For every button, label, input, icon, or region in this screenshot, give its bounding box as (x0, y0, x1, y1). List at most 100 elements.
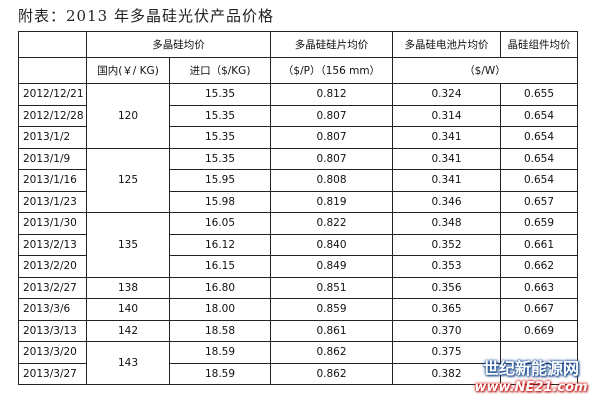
table-row: 2013/1/9 125 15.35 0.807 0.341 0.654 (18, 147, 578, 213)
module-price-cell: 0.663 (500, 276, 578, 299)
header-empty-cell (18, 57, 87, 84)
cell-price-cell: 0.356 (392, 276, 501, 299)
import-price-cell: 18.00 (169, 298, 271, 321)
date-cell: 2013/3/13 (18, 319, 87, 342)
date-cell: 2013/3/27 (18, 362, 87, 385)
module-price-cell: 0.661 (500, 233, 578, 256)
table-header-row-2: 国内(￥/ KG) 进口（$/KG) （$/P）（156 mm） （$/W） (18, 57, 578, 84)
date-cell: 2013/1/9 (18, 147, 87, 170)
module-price-cell: 0.654 (500, 104, 578, 127)
watermark-site-name: 世纪新能源网 (482, 359, 579, 378)
import-price-cell: 15.95 (169, 169, 271, 192)
wafer-price-cell: 0.807 (270, 104, 393, 127)
header-domestic-unit: 国内(￥/ KG) (86, 57, 170, 84)
price-table: 多晶硅均价 多晶硅硅片均价 多晶硅电池片均价 晶硅组件均价 国内(￥/ KG) … (18, 31, 578, 385)
table-header-row-1: 多晶硅均价 多晶硅硅片均价 多晶硅电池片均价 晶硅组件均价 (18, 31, 578, 58)
domestic-price-cell: 143 (86, 341, 170, 385)
import-price-cell: 16.15 (169, 255, 271, 278)
table-row: 2013/1/16 15.95 0.808 0.341 0.654 (18, 169, 578, 192)
module-price-cell: 0.654 (500, 126, 578, 149)
cell-price-cell: 0.314 (392, 104, 501, 127)
wafer-price-cell: 0.812 (270, 83, 393, 106)
domestic-price-cell: 120 (86, 83, 170, 149)
module-price-cell: 0.657 (500, 190, 578, 213)
date-cell: 2013/2/27 (18, 276, 87, 299)
header-empty-cell (18, 31, 87, 58)
wafer-price-cell: 0.807 (270, 147, 393, 170)
domestic-price-cell: 140 (86, 298, 170, 321)
wafer-price-cell: 0.861 (270, 319, 393, 342)
import-price-cell: 15.35 (169, 126, 271, 149)
date-cell: 2013/1/2 (18, 126, 87, 149)
wafer-price-cell: 0.849 (270, 255, 393, 278)
wafer-price-cell: 0.862 (270, 362, 393, 385)
cell-price-cell: 0.352 (392, 233, 501, 256)
domestic-price-cell: 142 (86, 319, 170, 342)
cell-price-cell: 0.341 (392, 169, 501, 192)
cell-price-cell: 0.353 (392, 255, 501, 278)
date-cell: 2012/12/28 (18, 104, 87, 127)
wafer-price-cell: 0.862 (270, 341, 393, 364)
module-price-cell: 0.662 (500, 255, 578, 278)
table-row: 2013/1/23 15.98 0.819 0.346 0.657 (18, 190, 578, 213)
wafer-price-cell: 0.808 (270, 169, 393, 192)
import-price-cell: 16.05 (169, 212, 271, 235)
watermark-url: www.NE21.com (474, 380, 588, 395)
table-row: 2013/3/13 142 18.58 0.861 0.370 0.669 (18, 319, 578, 342)
page-title: 附表：2013 年多晶硅光伏产品价格 (18, 7, 274, 25)
wafer-price-cell: 0.859 (270, 298, 393, 321)
import-price-cell: 18.59 (169, 362, 271, 385)
module-price-cell: 0.667 (500, 298, 578, 321)
domestic-price-cell: 125 (86, 147, 170, 213)
date-cell: 2013/3/6 (18, 298, 87, 321)
wafer-price-cell: 0.822 (270, 212, 393, 235)
header-polysilicon-avg: 多晶硅均价 (86, 31, 271, 58)
wafer-price-cell: 0.807 (270, 126, 393, 149)
module-price-cell: 0.659 (500, 212, 578, 235)
module-price-cell: 0.669 (500, 319, 578, 342)
table-row: 2013/1/30 135 16.05 0.822 0.348 0.659 (18, 212, 578, 278)
table-row: 2013/3/6 140 18.00 0.859 0.365 0.667 (18, 298, 578, 321)
header-wafer-unit: （$/P）（156 mm） (270, 57, 393, 84)
domestic-price-cell: 135 (86, 212, 170, 278)
header-import-unit: 进口（$/KG) (169, 57, 271, 84)
module-price-cell: 0.654 (500, 169, 578, 192)
table-row: 2012/12/28 15.35 0.807 0.314 0.654 (18, 104, 578, 127)
date-cell: 2012/12/21 (18, 83, 87, 106)
date-cell: 2013/1/30 (18, 212, 87, 235)
wafer-price-cell: 0.851 (270, 276, 393, 299)
table-row: 2013/2/13 16.12 0.840 0.352 0.661 (18, 233, 578, 256)
import-price-cell: 15.98 (169, 190, 271, 213)
import-price-cell: 15.35 (169, 147, 271, 170)
domestic-price-cell: 138 (86, 276, 170, 299)
cell-price-cell: 0.365 (392, 298, 501, 321)
cell-price-cell: 0.341 (392, 126, 501, 149)
cell-price-cell: 0.370 (392, 319, 501, 342)
import-price-cell: 15.35 (169, 83, 271, 106)
header-wafer-avg: 多晶硅硅片均价 (270, 31, 393, 58)
table-row: 2013/2/27 138 16.80 0.851 0.356 0.663 (18, 276, 578, 299)
module-price-cell: 0.655 (500, 83, 578, 106)
module-price-cell (500, 362, 578, 385)
import-price-cell: 18.59 (169, 341, 271, 364)
date-cell: 2013/1/23 (18, 190, 87, 213)
header-module-avg: 晶硅组件均价 (500, 31, 578, 58)
date-cell: 2013/2/20 (18, 255, 87, 278)
date-cell: 2013/2/13 (18, 233, 87, 256)
import-price-cell: 16.80 (169, 276, 271, 299)
header-cell-avg: 多晶硅电池片均价 (392, 31, 501, 58)
cell-price-cell: 0.341 (392, 147, 501, 170)
watermark-logo: 世纪新能源网 www.NE21.com (472, 359, 590, 401)
header-cell-module-unit: （$/W） (392, 57, 578, 84)
import-price-cell: 15.35 (169, 104, 271, 127)
cell-price-cell: 0.348 (392, 212, 501, 235)
date-cell: 2013/3/20 (18, 341, 87, 364)
wafer-price-cell: 0.819 (270, 190, 393, 213)
import-price-cell: 16.12 (169, 233, 271, 256)
cell-price-cell: 0.346 (392, 190, 501, 213)
wafer-price-cell: 0.840 (270, 233, 393, 256)
cell-price-cell: 0.324 (392, 83, 501, 106)
module-price-cell: 0.654 (500, 147, 578, 170)
import-price-cell: 18.58 (169, 319, 271, 342)
date-cell: 2013/1/16 (18, 169, 87, 192)
